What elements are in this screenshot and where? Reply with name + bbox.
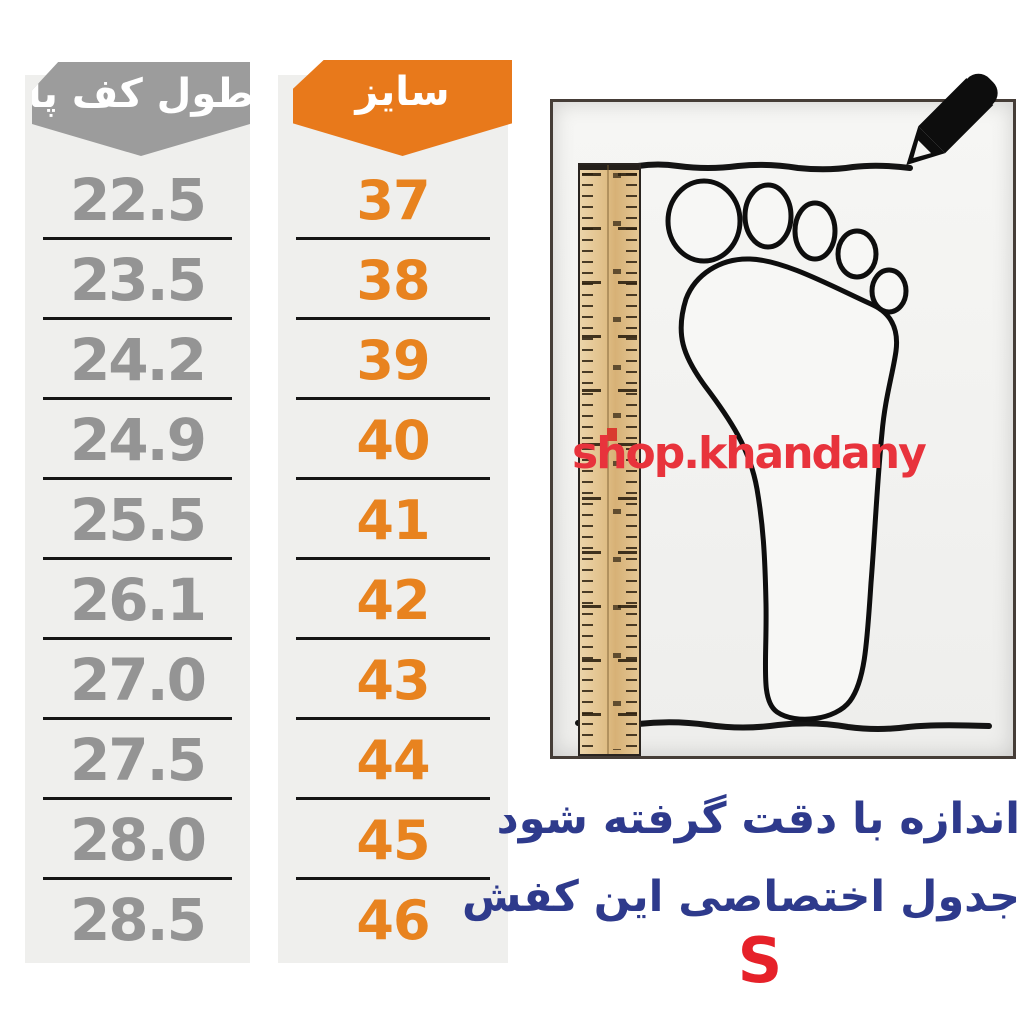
exclusive-table-note: جدول اختصاصی این کفش — [462, 872, 1020, 922]
table-row: 27.5 — [25, 720, 250, 800]
foot-length-column: 22.5 23.5 24.2 24.9 25.5 26.1 27.0 27.5 … — [25, 75, 250, 963]
table-row: 27.0 — [25, 640, 250, 720]
table-row: 46 — [278, 880, 508, 960]
table-row: 28.5 — [25, 880, 250, 960]
size-value: 38 — [356, 248, 430, 312]
size-value: 40 — [356, 408, 430, 472]
table-row: 24.2 — [25, 320, 250, 400]
watermark-text: shop.khandany — [572, 428, 927, 479]
ruler-ticks-left-long — [582, 173, 601, 750]
foot-length-rows: 22.5 23.5 24.2 24.9 25.5 26.1 27.0 27.5 … — [25, 160, 250, 960]
table-row: 22.5 — [25, 160, 250, 240]
table-row: 26.1 — [25, 560, 250, 640]
foot-length-value: 24.9 — [69, 406, 207, 474]
table-row: 38 — [278, 240, 508, 320]
foot-length-value: 27.0 — [69, 646, 207, 714]
size-value: 41 — [356, 488, 430, 552]
foot-length-value: 27.5 — [69, 726, 207, 794]
size-value: 37 — [356, 168, 430, 232]
size-rows: 37 38 39 40 41 42 43 44 45 46 — [278, 160, 508, 960]
size-code-label: S — [737, 924, 783, 997]
foot-length-value: 26.1 — [69, 566, 207, 634]
table-row: 25.5 — [25, 480, 250, 560]
table-row: 44 — [278, 720, 508, 800]
ruler-icon — [578, 163, 641, 756]
table-row: 42 — [278, 560, 508, 640]
measure-carefully-note: اندازه با دقت گرفته شود — [496, 794, 1020, 844]
ruler-seam — [607, 165, 610, 754]
size-value: 44 — [356, 728, 430, 792]
table-row: 23.5 — [25, 240, 250, 320]
table-row: 41 — [278, 480, 508, 560]
foot-length-value: 25.5 — [69, 486, 207, 554]
foot-length-value: 24.2 — [69, 326, 207, 394]
size-value: 42 — [356, 568, 430, 632]
foot-measurement-figure — [550, 99, 1016, 759]
ruler-red-mark — [607, 428, 617, 441]
table-row: 28.0 — [25, 800, 250, 880]
size-header-label: سایز — [355, 69, 450, 115]
table-row: 24.9 — [25, 400, 250, 480]
ruler-number-marks — [613, 173, 622, 750]
table-row: 39 — [278, 320, 508, 400]
pencil-icon — [906, 73, 998, 166]
ruler-cap — [580, 165, 639, 170]
size-value: 46 — [356, 888, 430, 952]
foot-outline — [575, 161, 992, 732]
size-column: 37 38 39 40 41 42 43 44 45 46 — [278, 75, 508, 963]
foot-length-value: 22.5 — [69, 166, 207, 234]
table-row: 37 — [278, 160, 508, 240]
size-value: 39 — [356, 328, 430, 392]
table-row: 45 — [278, 800, 508, 880]
size-value: 43 — [356, 648, 430, 712]
foot-length-value: 23.5 — [69, 246, 207, 314]
foot-length-header-label: طول کف پا — [27, 71, 255, 117]
foot-length-value: 28.5 — [69, 886, 207, 954]
table-row: 43 — [278, 640, 508, 720]
table-row: 40 — [278, 400, 508, 480]
foot-length-value: 28.0 — [69, 806, 207, 874]
ruler-ticks-right-long — [618, 173, 637, 750]
size-value: 45 — [356, 808, 430, 872]
